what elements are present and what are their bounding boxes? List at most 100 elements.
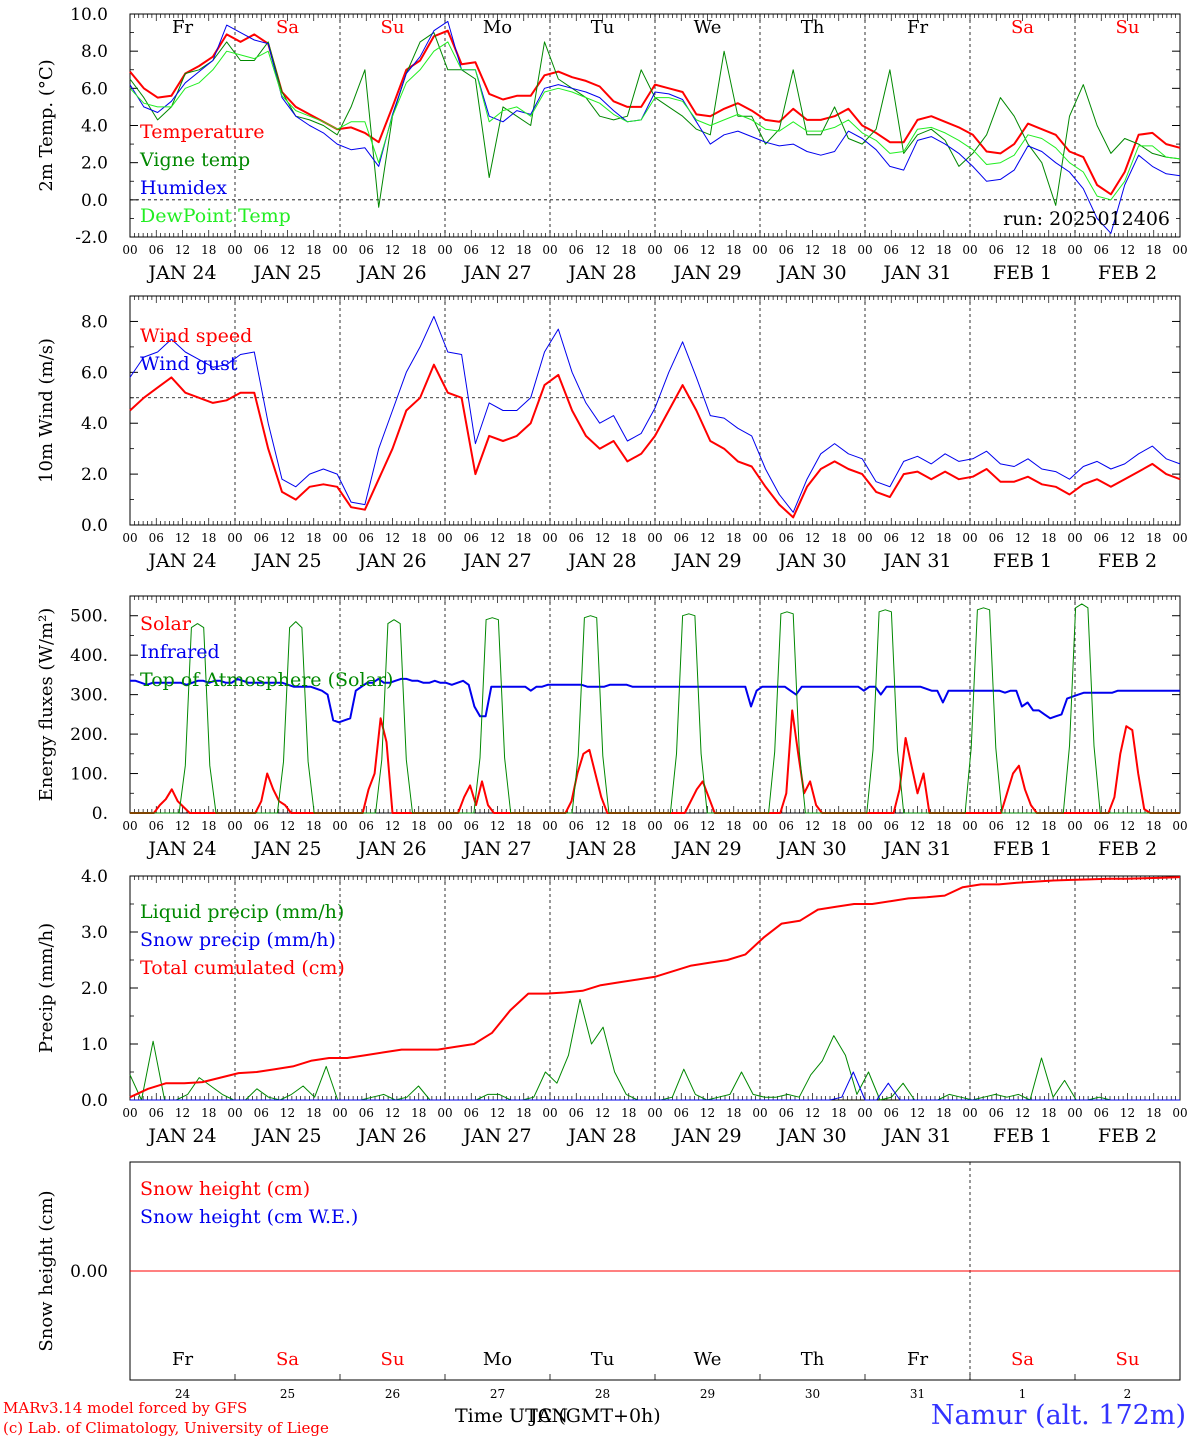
hour-tick-label: 06 xyxy=(989,1106,1004,1120)
date-label: JAN 29 xyxy=(671,262,741,284)
hour-tick-label: 12 xyxy=(1120,531,1135,545)
date-label: JAN 30 xyxy=(776,550,846,572)
y-axis-label: 10m Wind (m/s) xyxy=(36,338,57,483)
hour-tick-label: 00 xyxy=(332,243,347,257)
hour-tick-label: 06 xyxy=(1094,531,1109,545)
hour-tick-label: 18 xyxy=(1041,819,1056,833)
station-name: Namur (alt. 172m) xyxy=(930,1400,1186,1431)
hour-tick-label: 06 xyxy=(149,531,164,545)
hour-tick-label: 06 xyxy=(779,243,794,257)
weekday-label: Sa xyxy=(276,1349,299,1370)
hour-tick-label: 06 xyxy=(569,1106,584,1120)
hour-tick-label: 06 xyxy=(884,531,899,545)
hour-tick-label: 18 xyxy=(306,531,321,545)
date-label: JAN 24 xyxy=(146,1125,216,1147)
hour-tick-label: 12 xyxy=(595,1106,610,1120)
hour-tick-label: 00 xyxy=(1172,819,1187,833)
hour-tick-label: 06 xyxy=(884,1106,899,1120)
series-line-4-3 xyxy=(129,876,1181,1099)
hour-tick-label: 00 xyxy=(1067,1106,1082,1120)
weekday-label: Fr xyxy=(172,17,193,38)
hour-tick-label: 00 xyxy=(227,1106,242,1120)
hour-tick-label: 00 xyxy=(752,531,767,545)
hour-tick-label: 12 xyxy=(805,1106,820,1120)
y-tick-label: 2.0 xyxy=(81,465,108,485)
date-label: JAN 26 xyxy=(356,262,426,284)
hour-tick-label: 18 xyxy=(411,819,426,833)
hour-tick-label: 18 xyxy=(936,1106,951,1120)
hour-tick-label: 00 xyxy=(227,243,242,257)
date-label: FEB 2 xyxy=(1098,838,1157,860)
hour-tick-label: 12 xyxy=(280,819,295,833)
hour-tick-label: 06 xyxy=(1094,243,1109,257)
hour-tick-label: 12 xyxy=(175,1106,190,1120)
hour-tick-label: 12 xyxy=(700,243,715,257)
weekday-label: Su xyxy=(1116,1349,1140,1370)
hour-tick-label: 18 xyxy=(831,1106,846,1120)
weekday-label: We xyxy=(694,17,722,38)
y-tick-label: 8.0 xyxy=(81,42,108,62)
date-label: FEB 1 xyxy=(993,1125,1052,1147)
date-label: JAN 25 xyxy=(251,1125,321,1147)
y-axis-label: Precip (mm/h) xyxy=(36,923,57,1053)
panel-1: 00 06 12 18 JAN 24 00 06 12 18 JAN 25 00 06 12 18 JAN … xyxy=(36,5,1188,284)
date-label: JAN 29 xyxy=(671,550,741,572)
date-label: FEB 1 xyxy=(993,262,1052,284)
hour-tick-label: 12 xyxy=(1015,531,1030,545)
hour-tick-label: 18 xyxy=(726,243,741,257)
hour-tick-label: 06 xyxy=(464,819,479,833)
date-label: FEB 1 xyxy=(993,838,1052,860)
date-label: JAN 31 xyxy=(881,838,951,860)
hour-tick-label: 18 xyxy=(831,819,846,833)
hour-tick-label: 00 xyxy=(857,243,872,257)
hour-tick-label: 06 xyxy=(989,819,1004,833)
hour-tick-label: 12 xyxy=(1120,1106,1135,1120)
hour-tick-label: 18 xyxy=(201,243,216,257)
time-axis-title: Time UTC (GMT+0h) xyxy=(455,1405,661,1427)
hour-tick-label: 12 xyxy=(910,531,925,545)
hour-tick-label: 12 xyxy=(910,243,925,257)
series-line-3-1 xyxy=(130,709,1180,814)
hour-tick-label: 12 xyxy=(490,243,505,257)
y-tick-label: 8.0 xyxy=(81,312,108,332)
credit-line-2: (c) Lab. of Climatology, University of L… xyxy=(3,1419,329,1437)
weekday-label: Tu xyxy=(591,17,615,38)
hour-tick-label: 06 xyxy=(254,243,269,257)
date-label: JAN 24 xyxy=(146,550,216,572)
time-axis-title-overlap: JAN xyxy=(530,1405,568,1427)
date-label: FEB 2 xyxy=(1098,550,1157,572)
hour-tick-label: 00 xyxy=(122,243,137,257)
legend-entry: Total cumulated (cm) xyxy=(140,957,345,979)
date-label: JAN 29 xyxy=(671,1125,741,1147)
weekday-label: Th xyxy=(801,1349,825,1370)
hour-tick-label: 06 xyxy=(674,243,689,257)
model-credits: MARv3.14 model forced by GFS (c) Lab. of… xyxy=(3,1398,329,1438)
hour-tick-label: 00 xyxy=(962,531,977,545)
date-label: JAN 28 xyxy=(566,262,636,284)
day-number-label: 26 xyxy=(385,1387,400,1401)
hour-tick-label: 12 xyxy=(280,1106,295,1120)
legend-entry: Snow height (cm) xyxy=(140,1178,310,1200)
date-label: JAN 24 xyxy=(146,262,216,284)
legend-entry: Snow height (cm W.E.) xyxy=(140,1206,358,1228)
hour-tick-label: 18 xyxy=(516,243,531,257)
hour-tick-label: 00 xyxy=(332,531,347,545)
hour-tick-label: 00 xyxy=(542,243,557,257)
hour-tick-label: 12 xyxy=(490,531,505,545)
weekday-label: Su xyxy=(381,1349,405,1370)
weekday-label: Mo xyxy=(483,17,512,38)
hour-tick-label: 12 xyxy=(805,531,820,545)
y-tick-label: 0.0 xyxy=(81,191,108,211)
hour-tick-label: 12 xyxy=(1120,819,1135,833)
weekday-label: Sa xyxy=(276,17,299,38)
hour-tick-label: 06 xyxy=(464,1106,479,1120)
y-tick-label: 2.0 xyxy=(81,979,108,999)
hour-tick-label: 06 xyxy=(779,1106,794,1120)
hour-tick-label: 06 xyxy=(1094,819,1109,833)
hour-tick-label: 06 xyxy=(1094,1106,1109,1120)
date-label: JAN 27 xyxy=(461,1125,531,1147)
y-tick-label: 6.0 xyxy=(81,79,108,99)
hour-tick-label: 18 xyxy=(936,819,951,833)
hour-tick-label: 00 xyxy=(857,531,872,545)
